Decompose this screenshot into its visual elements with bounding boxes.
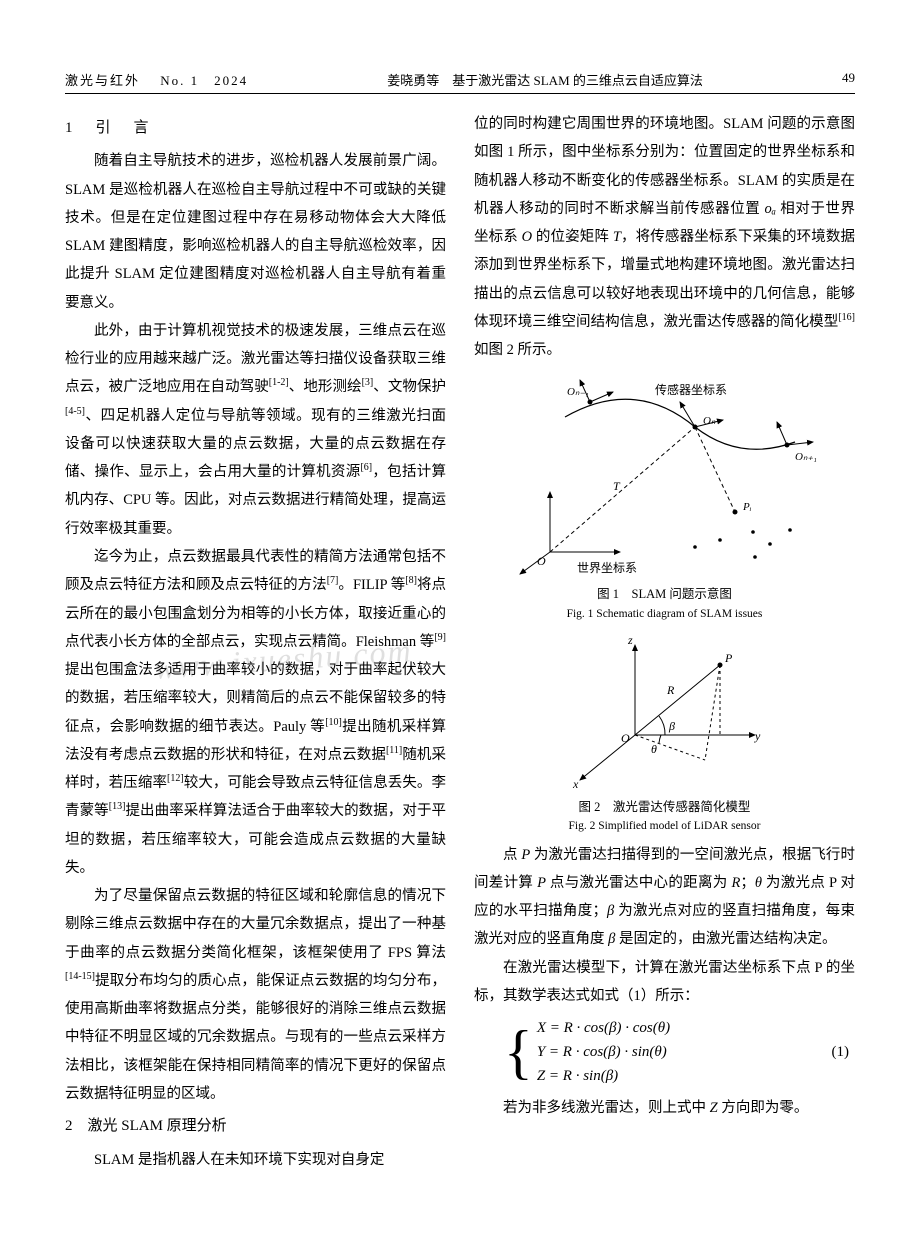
figure-2: z y x O P R β θ 图 2 激光雷达传感器简化模型 Fig. 2 S… bbox=[474, 630, 855, 835]
fig1-On1: Oₙ₋₁ bbox=[567, 386, 589, 398]
para-r1: 位的同时构建它周围世界的环境地图。SLAM 问题的示意图如图 1 所示，图中坐标… bbox=[474, 110, 855, 364]
header-center: 姜晓勇等 基于激光雷达 SLAM 的三维点云自适应算法 bbox=[387, 70, 703, 89]
para-4: 为了尽量保留点云数据的特征区域和轮廓信息的情况下剔除三维点云数据中存在的大量冗余… bbox=[65, 882, 446, 1108]
cite-7: [7] bbox=[327, 575, 339, 586]
fig2-O: O bbox=[621, 731, 630, 745]
eq1-line1: X = R · cos(β) · cos(θ) bbox=[537, 1016, 670, 1040]
section-2-title: 2 激光 SLAM 原理分析 bbox=[65, 1112, 446, 1141]
text-columns: 1 引 言 随着自主导航技术的进步，巡检机器人发展前景广阔。SLAM 是巡检机器… bbox=[65, 110, 855, 1174]
cite-13: [13] bbox=[109, 802, 126, 813]
cite-12: [12] bbox=[167, 773, 184, 784]
brace-icon: { bbox=[504, 1025, 533, 1079]
column-right: 位的同时构建它周围世界的环境地图。SLAM 问题的示意图如图 1 所示，图中坐标… bbox=[474, 110, 855, 1174]
fig1-sensor-frame: 传感器坐标系 bbox=[655, 382, 727, 397]
fig1-Onp1: Oₙ₊₁ bbox=[795, 451, 817, 463]
fig1-On: Oₙ bbox=[703, 415, 716, 427]
fig2-R: R bbox=[666, 683, 675, 697]
fig2-z: z bbox=[627, 633, 633, 647]
para-r3: 在激光雷达模型下，计算在激光雷达坐标系下点 P 的坐标，其数学表达式如式（1）所… bbox=[474, 954, 855, 1011]
para-1: 随着自主导航技术的进步，巡检机器人发展前景广阔。SLAM 是巡检机器人在巡检自主… bbox=[65, 147, 446, 317]
cite-6: [6] bbox=[360, 462, 372, 473]
para-2: 此外，由于计算机视觉技术的极速发展，三维点云在巡检行业的应用越来越广泛。激光雷达… bbox=[65, 317, 446, 543]
fig2-caption-en: Fig. 2 Simplified model of LiDAR sensor bbox=[474, 818, 855, 834]
page-number: 49 bbox=[842, 70, 855, 89]
cite-4-5: [4-5] bbox=[65, 406, 85, 417]
figure-1: Oₙ₋₁ Oₙ Oₙ₊₁ 传感器坐标系 T Pᵢ O 世界坐标系 图 1 SLA… bbox=[474, 372, 855, 622]
fig1-caption-en: Fig. 1 Schematic diagram of SLAM issues bbox=[474, 606, 855, 622]
fig2-caption-cn: 图 2 激光雷达传感器简化模型 bbox=[474, 799, 855, 817]
cite-16: [16] bbox=[838, 312, 855, 323]
cite-10: [10] bbox=[325, 717, 342, 728]
cite-11: [11] bbox=[386, 745, 402, 756]
fig1-caption-cn: 图 1 SLAM 问题示意图 bbox=[474, 586, 855, 604]
equation-1: { X = R · cos(β) · cos(θ) Y = R · cos(β)… bbox=[504, 1016, 855, 1088]
fig1-O: O bbox=[537, 554, 546, 568]
eq1-number: (1) bbox=[832, 1038, 856, 1067]
eq1-line3: Z = R · sin(β) bbox=[537, 1064, 670, 1088]
para-3: 迄今为止，点云数据最具代表性的精简方法通常包括不顾及点云特征方法和顾及点云特征的… bbox=[65, 543, 446, 882]
figure-2-svg: z y x O P R β θ bbox=[555, 630, 775, 795]
running-header: 激光与红外 No. 1 2024 姜晓勇等 基于激光雷达 SLAM 的三维点云自… bbox=[65, 70, 855, 94]
para-r2: 点 P 为激光雷达扫描得到的一空间激光点，根据飞行时间差计算 P 点与激光雷达中… bbox=[474, 841, 855, 954]
cite-8: [8] bbox=[405, 575, 417, 586]
page: 激光与红外 No. 1 2024 姜晓勇等 基于激光雷达 SLAM 的三维点云自… bbox=[0, 0, 920, 1224]
fig1-world-frame: 世界坐标系 bbox=[577, 561, 637, 575]
column-left: 1 引 言 随着自主导航技术的进步，巡检机器人发展前景广阔。SLAM 是巡检机器… bbox=[65, 110, 446, 1174]
figure-1-svg: Oₙ₋₁ Oₙ Oₙ₊₁ 传感器坐标系 T Pᵢ O 世界坐标系 bbox=[495, 372, 835, 582]
fig2-theta: θ bbox=[651, 742, 657, 756]
fig2-x: x bbox=[572, 777, 579, 791]
eq1-line2: Y = R · cos(β) · sin(θ) bbox=[537, 1040, 670, 1064]
fig1-T: T bbox=[613, 479, 621, 493]
para-5: SLAM 是指机器人在未知环境下实现对自身定 bbox=[65, 1146, 446, 1174]
header-left: 激光与红外 No. 1 2024 bbox=[65, 70, 248, 89]
section-1-title: 1 引 言 bbox=[65, 114, 446, 143]
watermark: www.ixueshu.com bbox=[123, 619, 414, 701]
cite-1-2: [1-2] bbox=[269, 378, 289, 389]
journal-name: 激光与红外 bbox=[65, 73, 140, 88]
fig2-P: P bbox=[724, 651, 733, 665]
cite-9: [9] bbox=[434, 632, 446, 643]
cite-14-15: [14-15] bbox=[65, 971, 95, 982]
cite-3: [3] bbox=[362, 378, 374, 389]
fig1-P: Pᵢ bbox=[742, 501, 752, 513]
issue: No. 1 2024 bbox=[160, 73, 248, 88]
fig2-beta: β bbox=[668, 719, 675, 733]
fig2-y: y bbox=[754, 729, 761, 743]
para-r4: 若为非多线激光雷达，则上式中 Z 方向即为零。 bbox=[474, 1094, 855, 1122]
